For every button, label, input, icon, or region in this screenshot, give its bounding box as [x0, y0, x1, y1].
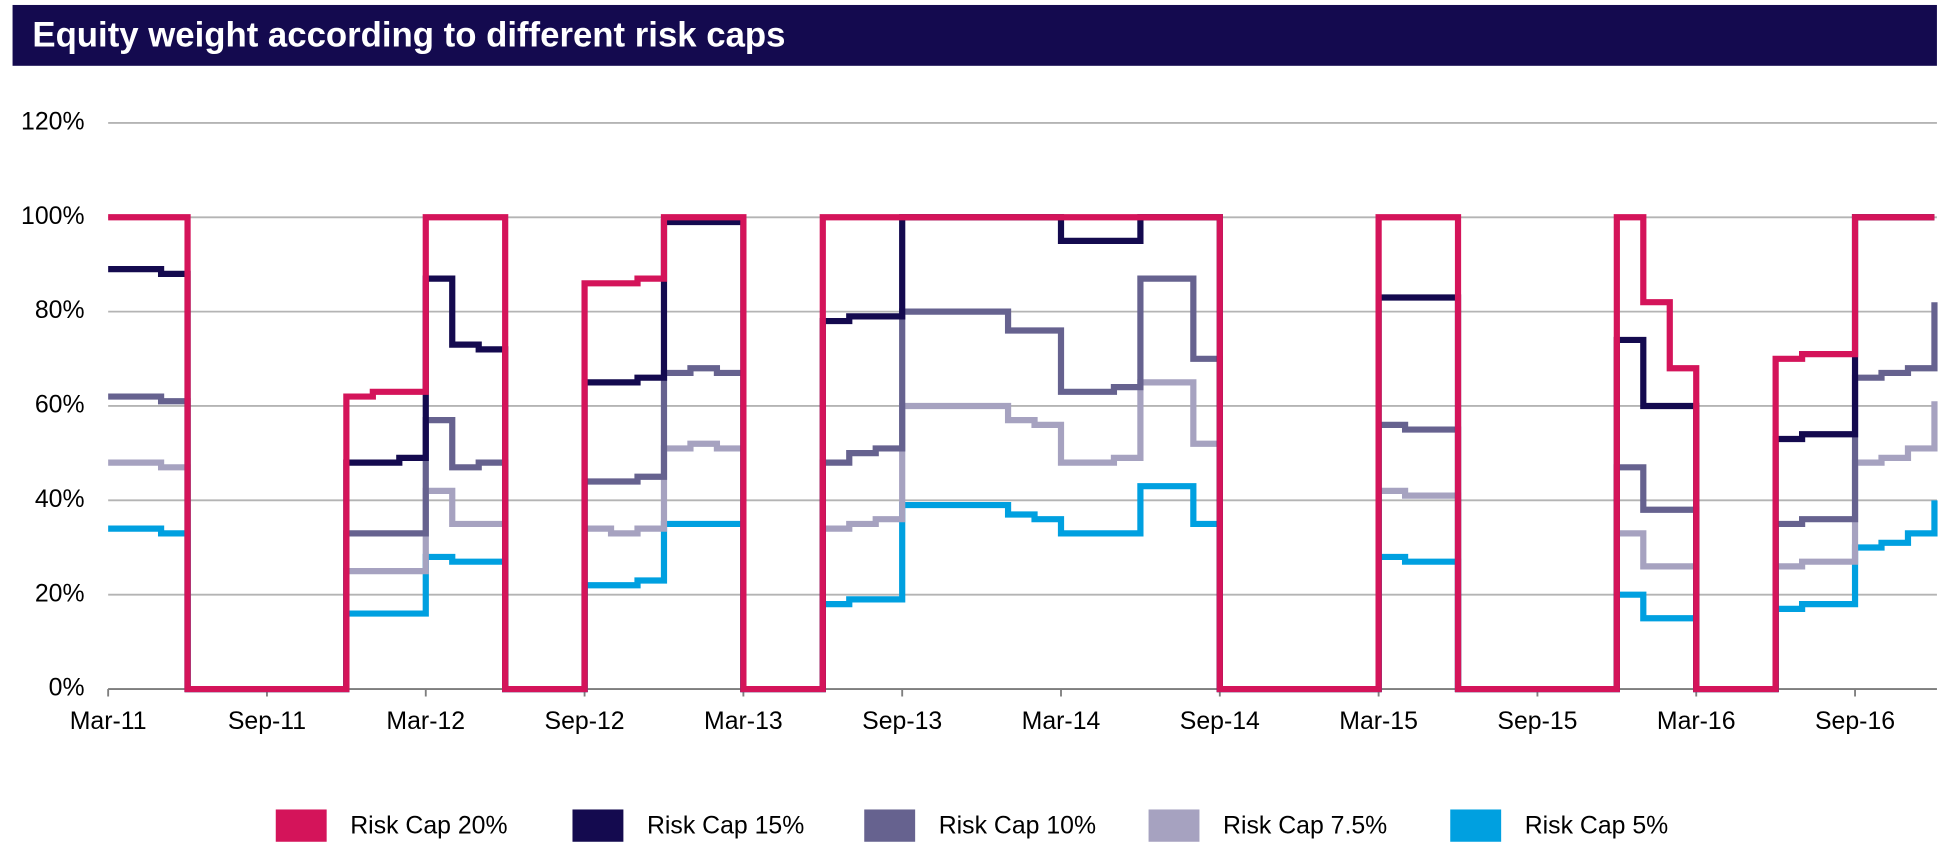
series-line	[108, 214, 1935, 693]
x-tick-label: Mar-12	[386, 708, 465, 735]
legend-label: Risk Cap 20%	[350, 812, 507, 839]
y-tick-label: 0%	[49, 675, 85, 702]
y-tick-label: 20%	[35, 580, 85, 607]
legend-label: Risk Cap 5%	[1525, 812, 1669, 839]
series-line	[108, 483, 1938, 693]
x-tick-label: Mar-16	[1657, 708, 1736, 735]
x-tick-label: Sep-13	[862, 708, 942, 735]
x-tick-label: Mar-11	[70, 708, 147, 735]
y-tick-label: 40%	[35, 486, 85, 513]
series-line	[108, 379, 1938, 693]
y-tick-label: 80%	[35, 297, 85, 324]
legend-swatch	[275, 809, 327, 842]
x-tick-label: Sep-12	[545, 708, 625, 735]
x-tick-label: Mar-13	[704, 708, 783, 735]
series-line	[108, 275, 1938, 693]
y-tick-label: 100%	[21, 203, 85, 230]
y-tick-label: 60%	[35, 392, 85, 419]
legend-swatch	[1148, 809, 1200, 842]
x-tick-label: Mar-14	[1022, 708, 1101, 735]
y-tick-label: 120%	[21, 108, 85, 135]
legend-label: Risk Cap 10%	[939, 812, 1096, 839]
legend-swatch	[864, 809, 916, 842]
legend-swatch	[572, 809, 624, 842]
chart-title: Equity weight according to different ris…	[32, 16, 785, 54]
legend-swatch	[1450, 809, 1502, 842]
x-tick-label: Sep-16	[1815, 708, 1895, 735]
x-tick-label: Sep-11	[228, 708, 306, 735]
legend-label: Risk Cap 7.5%	[1223, 812, 1387, 839]
x-tick-label: Sep-14	[1180, 708, 1260, 735]
legend-label: Risk Cap 15%	[647, 812, 804, 839]
x-tick-label: Sep-15	[1497, 708, 1577, 735]
title-bar	[12, 4, 1937, 66]
x-tick-label: Mar-15	[1339, 708, 1418, 735]
